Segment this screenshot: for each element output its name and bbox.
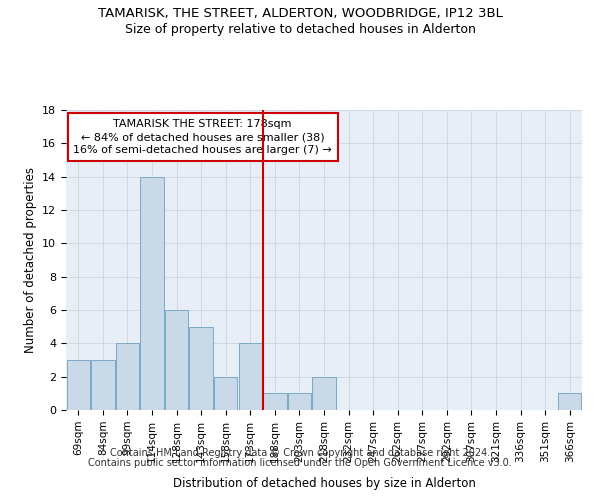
Text: Contains public sector information licensed under the Open Government Licence v3: Contains public sector information licen… — [88, 458, 512, 468]
Bar — [239, 344, 262, 410]
Bar — [140, 176, 164, 410]
Text: TAMARISK THE STREET: 178sqm
← 84% of detached houses are smaller (38)
16% of sem: TAMARISK THE STREET: 178sqm ← 84% of det… — [73, 119, 332, 156]
Text: Contains HM Land Registry data © Crown copyright and database right 2024.: Contains HM Land Registry data © Crown c… — [110, 448, 490, 458]
Text: Distribution of detached houses by size in Alderton: Distribution of detached houses by size … — [173, 477, 475, 490]
Bar — [67, 360, 90, 410]
Bar — [91, 360, 115, 410]
Text: Size of property relative to detached houses in Alderton: Size of property relative to detached ho… — [125, 22, 475, 36]
Y-axis label: Number of detached properties: Number of detached properties — [23, 167, 37, 353]
Bar — [558, 394, 581, 410]
Bar — [313, 376, 335, 410]
Bar — [165, 310, 188, 410]
Bar — [263, 394, 287, 410]
Bar — [190, 326, 213, 410]
Bar — [288, 394, 311, 410]
Bar — [214, 376, 238, 410]
Text: TAMARISK, THE STREET, ALDERTON, WOODBRIDGE, IP12 3BL: TAMARISK, THE STREET, ALDERTON, WOODBRID… — [98, 8, 502, 20]
Bar — [116, 344, 139, 410]
